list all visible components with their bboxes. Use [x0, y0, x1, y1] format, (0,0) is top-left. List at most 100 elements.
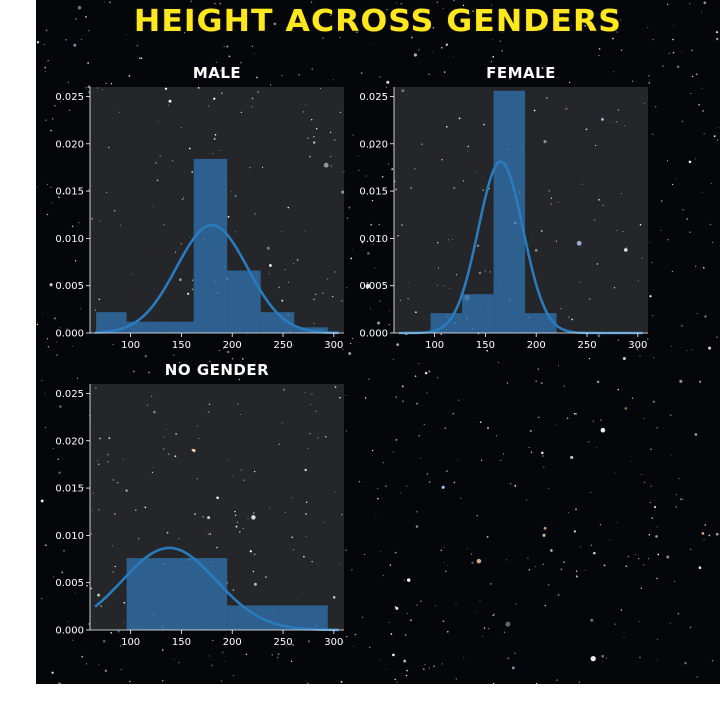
star	[404, 634, 407, 636]
star	[222, 347, 225, 350]
star	[65, 39, 67, 41]
star	[434, 605, 436, 607]
star	[711, 660, 714, 662]
star	[591, 342, 593, 344]
star	[400, 3, 402, 5]
star	[304, 230, 306, 232]
star	[168, 99, 172, 103]
star	[218, 350, 220, 352]
star	[370, 223, 373, 226]
star	[377, 488, 379, 490]
star	[443, 285, 445, 287]
star	[536, 683, 538, 684]
star	[490, 583, 492, 585]
star	[652, 38, 654, 41]
histogram-bar	[193, 158, 228, 333]
panel-title-female: female	[486, 64, 556, 82]
star	[568, 81, 571, 84]
star	[436, 1, 439, 4]
star	[339, 36, 341, 38]
star	[490, 61, 493, 63]
star	[620, 193, 623, 195]
star	[360, 72, 363, 74]
star	[447, 631, 449, 633]
star	[232, 589, 235, 591]
star	[324, 521, 325, 523]
star	[602, 204, 604, 206]
star	[420, 143, 423, 146]
star	[50, 129, 52, 132]
star	[331, 295, 334, 298]
star	[375, 516, 377, 518]
star	[387, 163, 390, 165]
star	[672, 38, 674, 41]
star	[529, 429, 532, 432]
star	[189, 236, 191, 238]
star	[181, 198, 184, 201]
star	[436, 377, 439, 379]
star	[426, 473, 429, 475]
star	[305, 501, 308, 504]
star	[307, 447, 309, 449]
star	[49, 283, 53, 287]
star	[598, 54, 600, 57]
star	[395, 439, 398, 441]
star	[641, 474, 643, 475]
star	[459, 497, 462, 500]
star	[163, 224, 165, 226]
y-tick-label: 0.005	[55, 578, 84, 589]
star	[114, 565, 116, 568]
star	[97, 463, 100, 466]
star	[655, 535, 658, 538]
star	[234, 510, 236, 513]
star	[372, 243, 374, 245]
star	[416, 402, 418, 405]
star	[341, 299, 343, 302]
histogram-bar	[96, 312, 127, 333]
star	[352, 134, 354, 136]
star	[221, 651, 224, 654]
star	[674, 178, 676, 180]
star	[514, 652, 516, 654]
star	[334, 271, 336, 273]
star	[346, 217, 349, 219]
star	[620, 609, 623, 611]
chart-panel-no-gender: 0.000 0.005 0.010 0.015 0.020 0.025 100 150 200 2…	[55, 384, 344, 648]
star	[433, 665, 435, 668]
star	[560, 568, 563, 571]
star	[479, 600, 481, 602]
star	[286, 644, 288, 646]
star	[596, 263, 599, 265]
histogram-bar	[260, 312, 295, 333]
star	[617, 388, 620, 391]
star	[565, 107, 568, 110]
y-tick-label: 0.000	[55, 626, 84, 637]
star	[626, 246, 628, 248]
star	[600, 419, 602, 421]
star	[671, 270, 673, 272]
star	[457, 459, 459, 461]
star	[87, 189, 90, 191]
star	[92, 492, 95, 494]
star	[704, 315, 707, 318]
x-tick-label: 150	[172, 340, 191, 351]
star	[227, 350, 230, 354]
star	[382, 574, 385, 577]
star	[637, 557, 640, 560]
star	[75, 18, 77, 20]
star	[514, 75, 516, 77]
star	[96, 87, 99, 89]
star	[514, 485, 517, 487]
star	[673, 24, 675, 26]
star	[47, 346, 50, 348]
star	[119, 224, 122, 226]
star	[62, 192, 65, 195]
star	[382, 461, 385, 464]
star	[296, 258, 299, 261]
star	[236, 521, 239, 524]
star	[487, 427, 489, 429]
star	[576, 240, 582, 246]
star	[528, 447, 530, 449]
star	[190, 0, 192, 2]
star	[151, 471, 154, 473]
